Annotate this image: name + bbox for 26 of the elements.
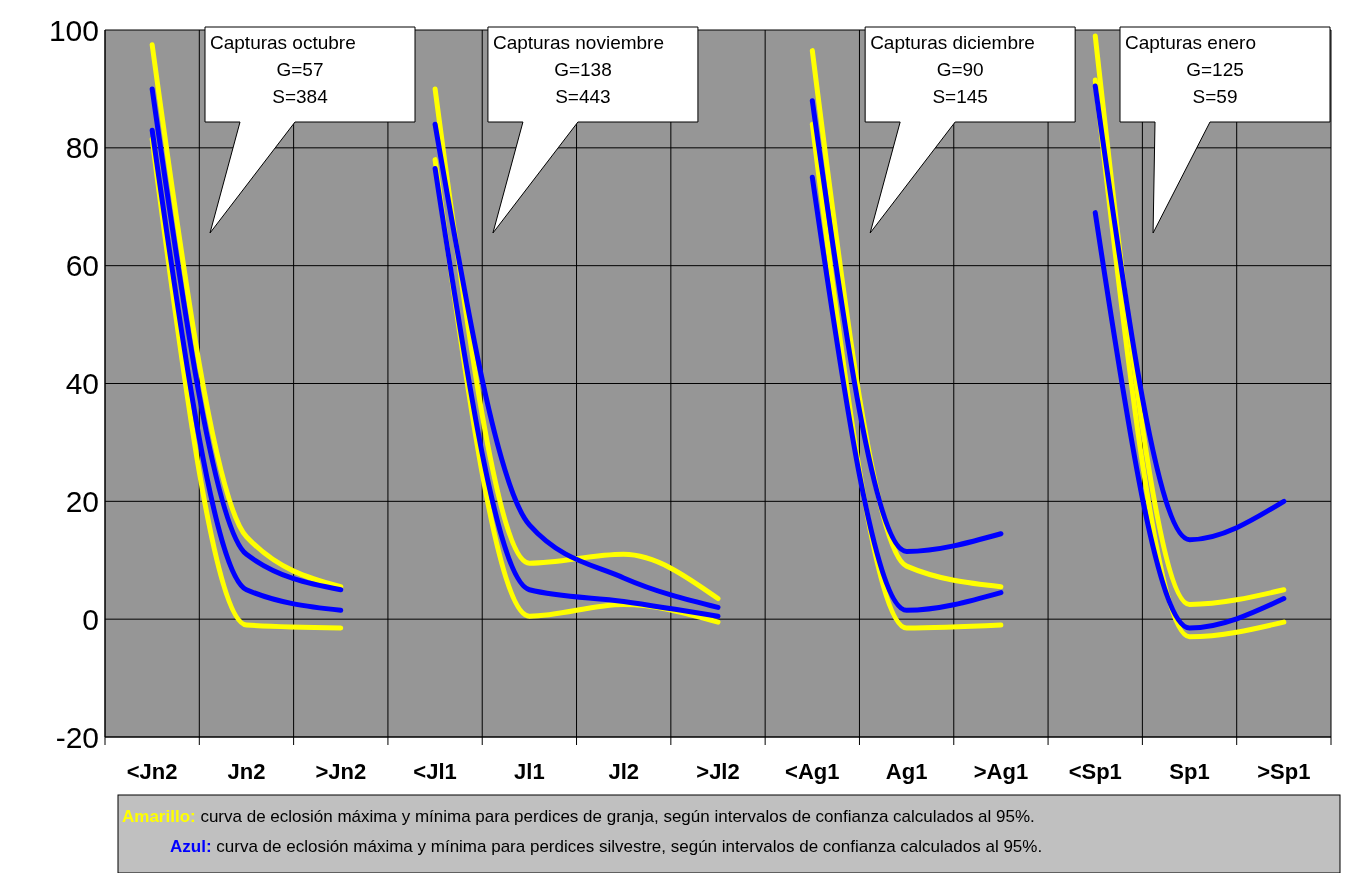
x-tick-label: Jl2 [608,759,639,784]
x-tick-label: >Jn2 [315,759,367,784]
y-tick-label: 40 [65,367,99,400]
x-tick-label: <Sp1 [1068,759,1122,784]
x-tick-label: Jn2 [227,759,266,784]
x-tick-label: >Jl2 [696,759,740,784]
annotation: Capturas noviembre G=138 S=443 [492,32,665,107]
y-tick-label: 80 [65,131,99,165]
y-tick-label: 60 [65,249,99,283]
y-tick-label: 0 [82,602,99,636]
x-tick-label: <Jn2 [126,759,178,784]
x-tick-label: Ag1 [885,759,928,784]
x-tick-label: <Jl1 [413,759,457,784]
annotation: Capturas octubre G=57 S=384 [210,32,356,107]
x-tick-label: Jl1 [514,759,545,784]
x-tick-label: <Ag1 [785,759,840,784]
x-tick-label: >Sp1 [1257,759,1311,784]
y-tick-label: -20 [55,720,99,754]
x-tick-label: Sp1 [1169,759,1210,784]
y-tick-label: 100 [48,13,99,47]
y-tick-label: 20 [65,484,99,518]
x-tick-label: >Ag1 [973,759,1029,784]
text: Amarillo: curva de eclosión máxima y mínima para perdices de granja, según intervalos de confianza calculados al 95%. [122,807,1035,826]
annotation: Capturas enero G=125 S=59 [1125,32,1256,107]
annotation: Capturas diciembre G=90 S=145 [870,32,1035,107]
text: Azul: curva de eclosión máxima y mínima para perdices silvestre, según intervalos de confianza calculados al 95%. [170,837,1043,856]
